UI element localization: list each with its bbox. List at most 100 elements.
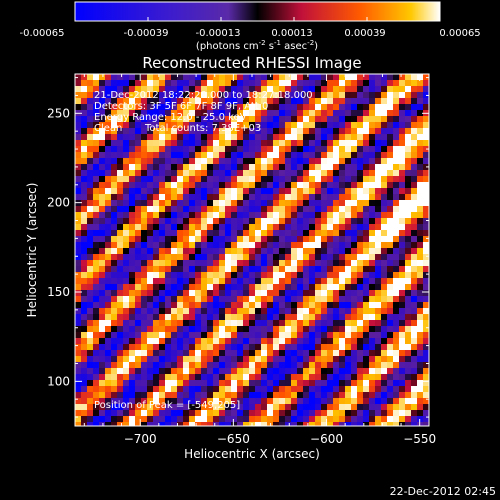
- heatmap-cell: [345, 266, 351, 272]
- heatmap-cell: [123, 134, 129, 140]
- heatmap-cell: [153, 104, 159, 110]
- heatmap-cell: [219, 314, 225, 320]
- heatmap-cell: [279, 230, 285, 236]
- heatmap-cell: [261, 380, 267, 386]
- heatmap-cell: [99, 122, 105, 128]
- heatmap-cell: [351, 320, 357, 326]
- heatmap-cell: [99, 152, 105, 158]
- heatmap-cell: [375, 422, 381, 426]
- heatmap-cell: [279, 254, 285, 260]
- heatmap-cell: [333, 134, 339, 140]
- heatmap-cell: [411, 116, 417, 122]
- heatmap-cell: [141, 320, 147, 326]
- heatmap-cell: [93, 278, 99, 284]
- heatmap-cell: [273, 350, 279, 356]
- heatmap-cell: [267, 290, 273, 296]
- heatmap-cell: [201, 146, 207, 152]
- heatmap-cell: [147, 206, 153, 212]
- heatmap-cell: [153, 266, 159, 272]
- heatmap-cell: [345, 308, 351, 314]
- heatmap-cell: [255, 290, 261, 296]
- heatmap-cell: [339, 176, 345, 182]
- heatmap-cell: [339, 272, 345, 278]
- heatmap-cell: [153, 86, 159, 92]
- heatmap-cell: [417, 230, 423, 236]
- heatmap-cell: [195, 266, 201, 272]
- heatmap-cell: [99, 392, 105, 398]
- heatmap-cell: [87, 110, 93, 116]
- heatmap-cell: [243, 146, 249, 152]
- heatmap-cell: [249, 134, 255, 140]
- heatmap-cell: [351, 404, 357, 410]
- heatmap-cell: [195, 134, 201, 140]
- heatmap-cell: [171, 326, 177, 332]
- heatmap-cell: [129, 290, 135, 296]
- heatmap-cell: [261, 200, 267, 206]
- heatmap-cell: [399, 140, 405, 146]
- heatmap-cell: [177, 356, 183, 362]
- heatmap-cell: [303, 80, 309, 86]
- heatmap-cell: [207, 194, 213, 200]
- heatmap-cell: [255, 140, 261, 146]
- heatmap-cell: [159, 182, 165, 188]
- heatmap-cell: [261, 170, 267, 176]
- heatmap-cell: [153, 416, 159, 422]
- annotation-time-range: 21-Dec-2012 18:22:20.000 to 18:27:18.000: [94, 90, 313, 101]
- heatmap-cell: [363, 338, 369, 344]
- heatmap-cell: [417, 248, 423, 254]
- heatmap-cell: [93, 164, 99, 170]
- heatmap-cell: [357, 164, 363, 170]
- heatmap-cell: [267, 164, 273, 170]
- heatmap-cell: [309, 146, 315, 152]
- heatmap-cell: [363, 296, 369, 302]
- heatmap-cell: [195, 170, 201, 176]
- heatmap-cell: [159, 140, 165, 146]
- heatmap-cell: [93, 326, 99, 332]
- heatmap-cell: [255, 314, 261, 320]
- heatmap-cell: [273, 404, 279, 410]
- heatmap-cell: [75, 278, 81, 284]
- heatmap-cell: [315, 272, 321, 278]
- heatmap-cell: [171, 422, 177, 426]
- heatmap-cell: [261, 74, 267, 80]
- heatmap-cell: [213, 194, 219, 200]
- heatmap-cell: [141, 116, 147, 122]
- heatmap-cell: [345, 326, 351, 332]
- heatmap-cell: [171, 146, 177, 152]
- heatmap-cell: [207, 188, 213, 194]
- heatmap-cell: [399, 272, 405, 278]
- heatmap-cell: [117, 296, 123, 302]
- heatmap-cell: [267, 158, 273, 164]
- heatmap-cell: [285, 380, 291, 386]
- heatmap-cell: [279, 350, 285, 356]
- heatmap-cell: [141, 404, 147, 410]
- heatmap-cell: [153, 98, 159, 104]
- heatmap-cell: [177, 122, 183, 128]
- heatmap-cell: [99, 290, 105, 296]
- heatmap-cell: [171, 404, 177, 410]
- heatmap-cell: [315, 326, 321, 332]
- heatmap-cell: [213, 404, 219, 410]
- heatmap-cell: [399, 206, 405, 212]
- heatmap-cell: [111, 206, 117, 212]
- heatmap-cell: [153, 188, 159, 194]
- heatmap-cell: [351, 98, 357, 104]
- heatmap-cell: [117, 380, 123, 386]
- heatmap-cell: [363, 362, 369, 368]
- heatmap-cell: [141, 290, 147, 296]
- heatmap-cell: [279, 416, 285, 422]
- heatmap-cell: [171, 416, 177, 422]
- heatmap-cell: [399, 110, 405, 116]
- heatmap-cell: [99, 404, 105, 410]
- heatmap-cell: [363, 254, 369, 260]
- heatmap-cell: [219, 362, 225, 368]
- heatmap-cell: [183, 164, 189, 170]
- heatmap-cell: [147, 338, 153, 344]
- heatmap-cell: [351, 260, 357, 266]
- heatmap-cell: [267, 116, 273, 122]
- heatmap-cell: [267, 392, 273, 398]
- heatmap-cell: [123, 410, 129, 416]
- heatmap-cell: [339, 230, 345, 236]
- heatmap-cell: [363, 86, 369, 92]
- heatmap-cell: [201, 368, 207, 374]
